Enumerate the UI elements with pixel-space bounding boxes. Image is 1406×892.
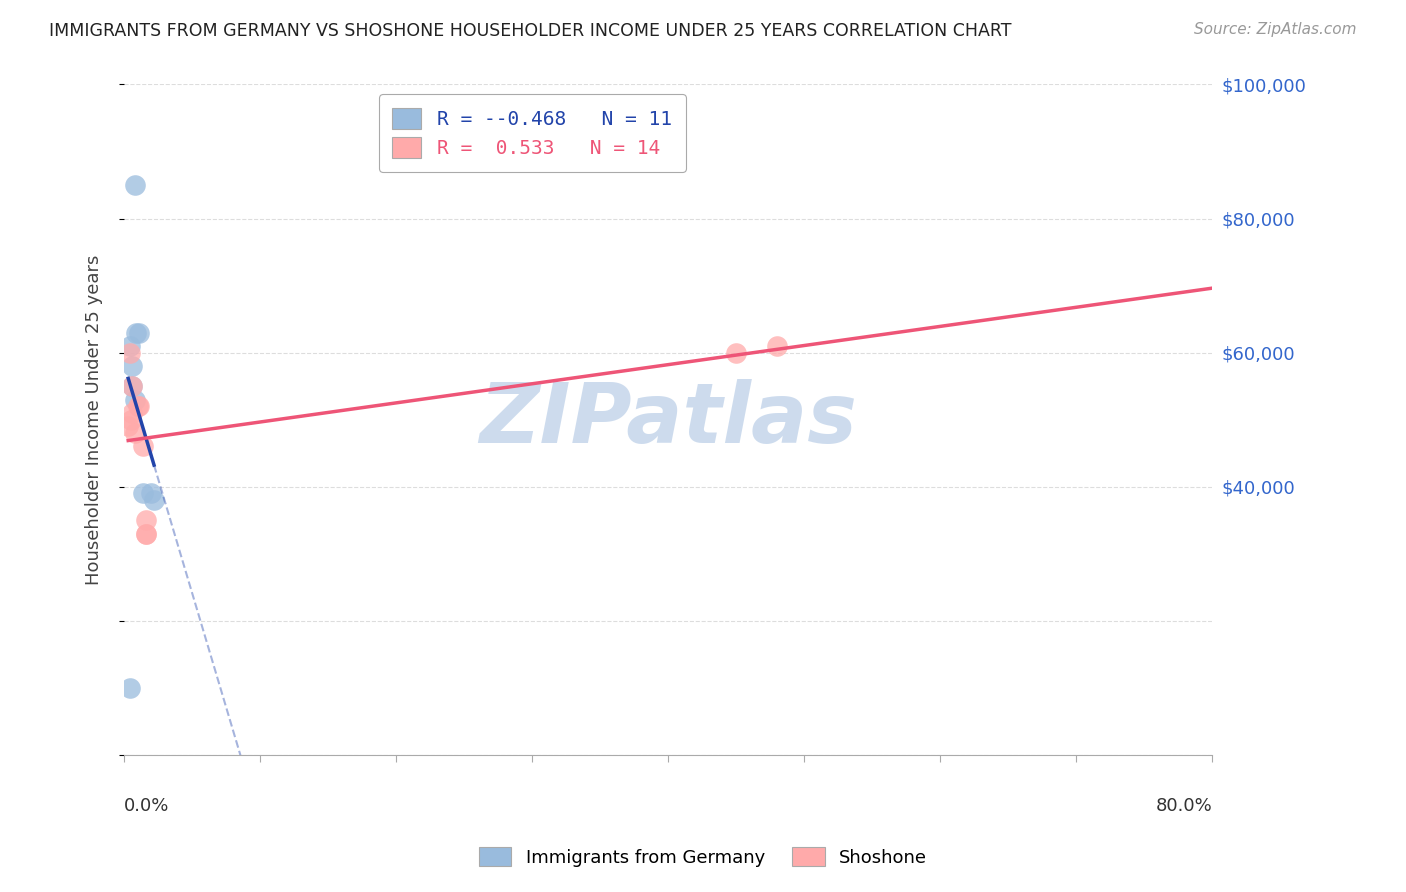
- Point: [124, 426, 146, 441]
- Text: 80.0%: 80.0%: [1156, 797, 1212, 814]
- Point: [128, 399, 150, 413]
- Point: [118, 345, 141, 359]
- Point: [128, 326, 150, 340]
- Text: IMMIGRANTS FROM GERMANY VS SHOSHONE HOUSEHOLDER INCOME UNDER 25 YEARS CORRELATIO: IMMIGRANTS FROM GERMANY VS SHOSHONE HOUS…: [49, 22, 1012, 40]
- Point: [121, 379, 143, 393]
- Text: ZIPatlas: ZIPatlas: [479, 379, 858, 460]
- Point: [132, 486, 155, 500]
- Point: [118, 681, 141, 695]
- Point: [124, 392, 146, 407]
- Point: [121, 406, 143, 420]
- Point: [135, 526, 157, 541]
- Text: Source: ZipAtlas.com: Source: ZipAtlas.com: [1194, 22, 1357, 37]
- Point: [127, 399, 149, 413]
- Point: [121, 379, 143, 393]
- Legend: R = --0.468   N = 11, R =  0.533   N = 14: R = --0.468 N = 11, R = 0.533 N = 14: [378, 95, 686, 171]
- Point: [120, 412, 142, 426]
- Point: [725, 345, 748, 359]
- Point: [121, 359, 143, 373]
- Point: [132, 440, 155, 454]
- Point: [143, 493, 166, 508]
- Legend: Immigrants from Germany, Shoshone: Immigrants from Germany, Shoshone: [471, 840, 935, 874]
- Y-axis label: Householder Income Under 25 years: Householder Income Under 25 years: [86, 254, 103, 585]
- Point: [118, 339, 141, 353]
- Point: [135, 513, 157, 527]
- Point: [125, 326, 148, 340]
- Point: [766, 339, 789, 353]
- Point: [135, 526, 157, 541]
- Point: [117, 419, 139, 434]
- Point: [124, 178, 146, 192]
- Point: [141, 486, 163, 500]
- Text: 0.0%: 0.0%: [124, 797, 170, 814]
